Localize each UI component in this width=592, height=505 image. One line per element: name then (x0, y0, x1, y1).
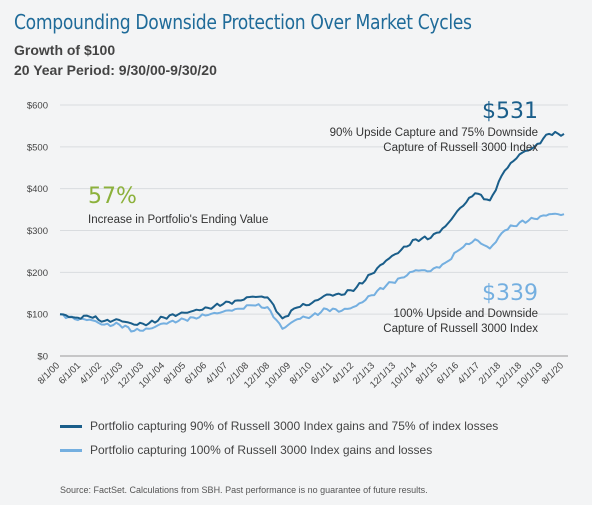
series-line-100-100 (59, 212, 565, 333)
legend-label-dark: Portfolio capturing 90% of Russell 3000 … (90, 419, 499, 433)
x-tick-label: 6/1/06 (183, 360, 209, 386)
x-tick-label: 4/1/02 (78, 360, 104, 386)
dark-series-end-value: $531 (482, 99, 538, 124)
x-tick-label: 4/1/12 (330, 360, 356, 386)
chart-title: Compounding Downside Protection Over Mar… (14, 10, 472, 34)
chart-subtitle-period: 20 Year Period: 9/30/00-9/30/20 (14, 62, 217, 78)
light-series-label-line2: Capture of Russell 3000 Index (383, 323, 538, 335)
legend-item-dark: Portfolio capturing 90% of Russell 3000 … (60, 419, 498, 433)
light-series-end-value: $339 (482, 281, 538, 306)
x-tick-label: 8/1/10 (288, 360, 314, 386)
source-note: Source: FactSet. Calculations from SBH. … (60, 485, 428, 495)
legend-item-light: Portfolio capturing 100% of Russell 3000… (60, 443, 432, 457)
x-tick-label: 6/1/01 (57, 360, 83, 386)
legend-swatch-light (60, 448, 82, 452)
y-tick-label: $300 (27, 226, 48, 237)
y-tick-label: $200 (27, 268, 48, 279)
chart-grid (60, 104, 568, 357)
series-line-90-75 (59, 130, 565, 327)
x-tick-label: 8/1/05 (162, 360, 188, 386)
x-tick-label: 8/1/15 (414, 360, 440, 386)
chart-series (59, 130, 565, 333)
y-tick-label: $500 (27, 142, 48, 153)
x-tick-label: 6/1/16 (435, 360, 461, 386)
dark-series-label-line2: Capture of Russell 3000 Index (383, 142, 538, 154)
chart-subtitle-growth: Growth of $100 (14, 42, 116, 58)
x-tick-label: 6/1/11 (309, 360, 335, 386)
y-tick-label: $600 (27, 101, 48, 112)
y-tick-label: $100 (27, 310, 48, 321)
y-tick-label: $400 (27, 184, 48, 195)
x-tick-label: 8/1/00 (36, 360, 62, 386)
x-tick-label: 4/1/17 (456, 360, 482, 386)
x-tick-label: 4/1/07 (204, 360, 230, 386)
light-series-label-line1: 100% Upside and Downside (394, 308, 538, 320)
chart-annotations: $531 90% Upside Capture and 75% Downside… (88, 99, 538, 335)
x-tick-label: 8/1/20 (540, 360, 566, 386)
line-chart: $0$100$200$300$400$500$600 8/1/006/1/014… (27, 99, 568, 391)
dark-series-label-line1: 90% Upside Capture and 75% Downside (330, 127, 538, 139)
increase-label: Increase in Portfolio's Ending Value (88, 214, 268, 226)
increase-percent: 57% (88, 184, 137, 209)
legend-label-light: Portfolio capturing 100% of Russell 3000… (90, 443, 433, 457)
y-axis-ticks: $0 $100 $200 $300 $400 $500 $600 (27, 101, 48, 363)
x-axis-ticks: 8/1/006/1/014/1/022/1/0312/1/0310/1/048/… (36, 360, 566, 390)
y-tick-label: $0 (37, 352, 48, 363)
legend-swatch-dark (60, 424, 82, 428)
